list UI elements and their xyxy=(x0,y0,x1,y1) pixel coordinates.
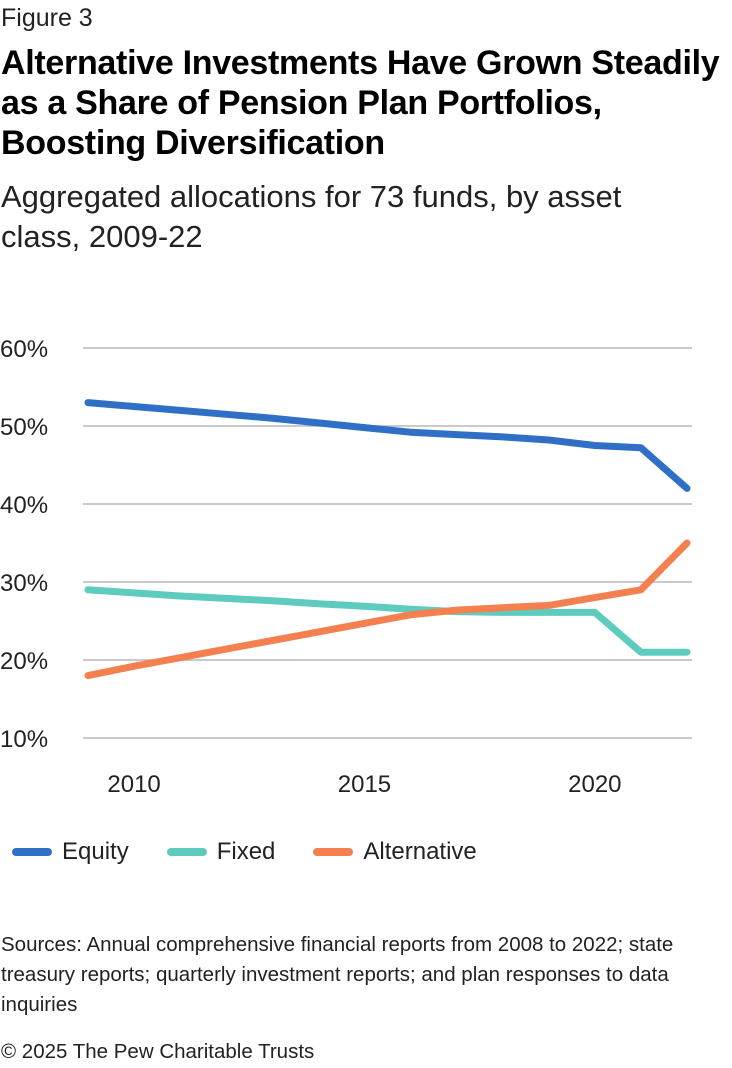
legend-label-fixed: Fixed xyxy=(216,838,276,865)
sources-note: Sources: Annual comprehensive financial … xyxy=(1,933,674,1016)
legend-swatch-alternative xyxy=(313,848,354,856)
copyright: © 2025 The Pew Charitable Trusts xyxy=(1,1040,315,1063)
legend-swatch-fixed xyxy=(166,848,207,856)
y-tick-label-60: 60% xyxy=(0,336,48,363)
x-tick-label-2020: 2020 xyxy=(568,771,621,798)
legend-item-equity: Equity xyxy=(12,838,129,866)
y-axis-tick-labels: 10% 20% 30% 40% 50% 60% xyxy=(0,336,48,753)
legend-swatch-equity xyxy=(12,848,52,856)
series-line-equity xyxy=(84,399,691,492)
figure-label: Figure 3 xyxy=(1,4,93,32)
series-lines xyxy=(84,399,691,680)
legend: Equity Fixed Alternative xyxy=(12,838,515,866)
series-line-alternative xyxy=(84,539,691,680)
line-chart: 10% 20% 30% 40% 50% 60% 2010 2015 2020 xyxy=(0,336,692,798)
y-tick-label-40: 40% xyxy=(0,492,48,519)
y-tick-label-10: 10% xyxy=(0,726,48,753)
y-tick-label-50: 50% xyxy=(0,414,48,441)
chart-subtitle: Aggregated allocations for 73 funds, by … xyxy=(1,179,622,254)
y-tick-label-30: 30% xyxy=(0,570,48,597)
series-line-fixed xyxy=(84,586,691,656)
x-tick-label-2015: 2015 xyxy=(338,771,391,798)
x-tick-label-2010: 2010 xyxy=(107,771,160,798)
legend-label-alternative: Alternative xyxy=(363,838,477,865)
chart-title: Alternative Investments Have Grown Stead… xyxy=(1,44,720,162)
y-tick-label-20: 20% xyxy=(0,648,48,675)
legend-item-alternative: Alternative xyxy=(313,838,477,866)
legend-item-fixed: Fixed xyxy=(166,838,276,866)
legend-label-equity: Equity xyxy=(62,838,129,865)
x-axis-tick-labels: 2010 2015 2020 xyxy=(107,771,621,798)
